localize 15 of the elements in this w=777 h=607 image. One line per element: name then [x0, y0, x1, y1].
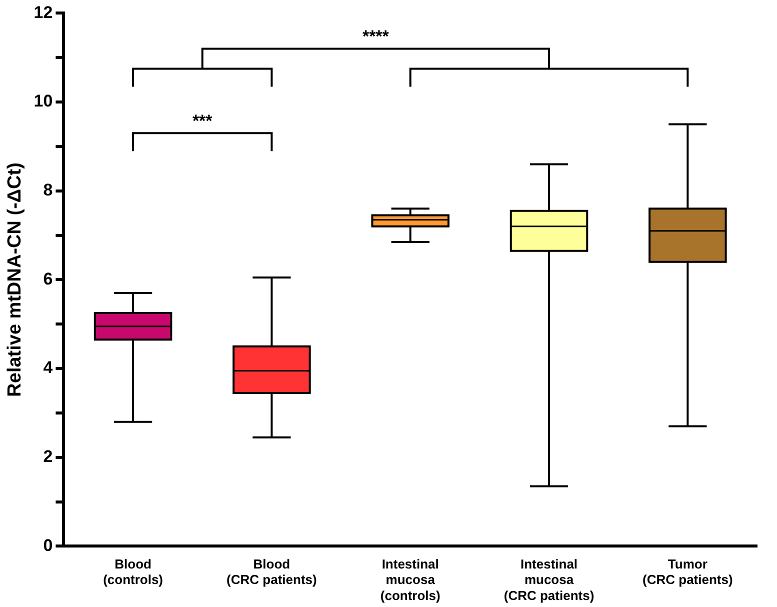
x-tick-label: Tumor (CRC patients) [642, 556, 733, 588]
y-tick-label: 4 [43, 358, 54, 378]
x-tick-label: Blood (controls) [103, 556, 164, 588]
y-tick-label: 12 [34, 2, 53, 22]
y-tick-label: 2 [43, 447, 53, 466]
y-tick-label: 0 [43, 536, 53, 555]
annotation: *** [192, 111, 213, 130]
annotation: **** [362, 26, 390, 46]
x-tick-label: Intestinal mucosa (CRC patients) [504, 556, 594, 603]
x-tick-label: Blood (CRC patients) [226, 556, 317, 588]
y-tick-label: 8 [43, 180, 53, 200]
x-tick-label: Intestinal mucosa (controls) [380, 556, 440, 603]
y-axis-title: Relative mtDNA-CN (-ΔCt) [4, 162, 26, 397]
y-tick-label: 6 [43, 269, 53, 288]
y-tick-label: 10 [34, 92, 53, 111]
